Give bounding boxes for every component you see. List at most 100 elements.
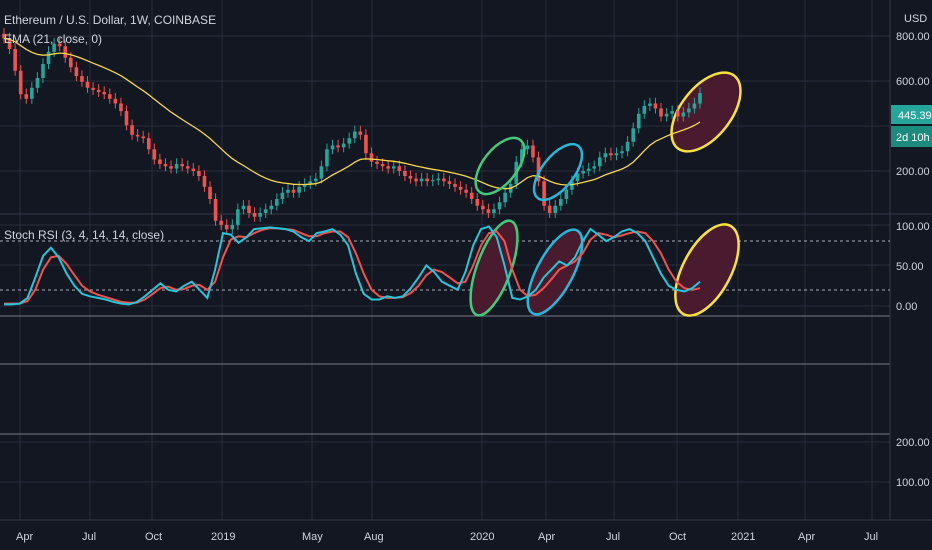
candle-body xyxy=(425,178,429,182)
time-label: Jul xyxy=(864,531,878,543)
candle-body xyxy=(636,113,641,129)
candle-body xyxy=(107,94,112,99)
candle-body xyxy=(520,149,524,162)
candle-body xyxy=(174,163,179,169)
candle-body xyxy=(570,181,574,190)
candle-body xyxy=(30,87,34,99)
candle-body xyxy=(57,43,62,47)
candle-body xyxy=(74,67,79,77)
candle-body xyxy=(681,112,686,117)
time-label: May xyxy=(302,531,323,543)
candle-body xyxy=(364,134,368,154)
ema-legend[interactable]: EMA (21, close, 0) xyxy=(4,32,102,46)
candle-body xyxy=(375,161,379,164)
lower-tick-label: 200.00 xyxy=(896,437,930,449)
candle-body xyxy=(275,199,279,206)
last-price-tag[interactable]: 445.39 2d 10h xyxy=(891,105,932,147)
candle-body xyxy=(80,76,84,82)
blue-ellipse-stoch[interactable] xyxy=(517,222,593,322)
candle-body xyxy=(614,153,619,156)
yellow-ellipse-price[interactable] xyxy=(658,60,754,163)
candle-body xyxy=(24,94,29,99)
stoch-k-line[interactable] xyxy=(4,225,701,306)
candle-body xyxy=(687,108,691,113)
candle-body xyxy=(469,192,474,200)
candle-body xyxy=(358,131,363,135)
candle-body xyxy=(575,173,580,182)
candle-body xyxy=(391,166,396,169)
candle-body xyxy=(620,151,624,154)
candle-body xyxy=(41,64,45,78)
candle-body xyxy=(659,108,663,117)
stoch-legend[interactable]: Stoch RSI (3, 4, 14, 14, close) xyxy=(4,228,164,242)
time-axis[interactable]: Apr Jul Oct 2019 May Aug 2020 Apr Jul Oc… xyxy=(16,531,878,543)
candle-body xyxy=(603,153,608,158)
candle-body xyxy=(13,49,17,71)
yellow-ellipse-stoch[interactable] xyxy=(662,215,751,326)
candle-body xyxy=(230,224,235,230)
candle-body xyxy=(464,189,468,193)
candle-body xyxy=(408,175,413,179)
candle-body xyxy=(352,131,357,139)
candle-body xyxy=(2,33,6,39)
candle-body xyxy=(180,163,184,167)
candle-body xyxy=(442,178,446,182)
candle-body xyxy=(291,189,296,193)
candle-body xyxy=(547,205,552,213)
candle-body xyxy=(542,181,546,206)
candle-body xyxy=(597,157,602,167)
time-label: Apr xyxy=(798,531,815,543)
stoch-d-line[interactable] xyxy=(4,227,701,305)
candle-body xyxy=(191,168,196,171)
candle-body xyxy=(642,105,647,114)
ema-line[interactable] xyxy=(3,37,701,190)
candle-body xyxy=(481,205,485,210)
last-price-value: 445.39 xyxy=(898,110,932,122)
candle-body xyxy=(96,89,101,93)
candle-body xyxy=(564,189,569,200)
lower-tick-label: 100.00 xyxy=(896,477,930,489)
time-label: Apr xyxy=(16,531,33,543)
candle-body xyxy=(559,199,563,206)
candle-body xyxy=(436,178,441,181)
candle-body xyxy=(63,46,68,58)
candle-body xyxy=(208,186,212,200)
candle-body xyxy=(258,212,262,217)
candle-body xyxy=(197,171,201,176)
candle-body xyxy=(286,189,290,193)
blue-ellipse-price[interactable] xyxy=(525,136,591,208)
candle-body xyxy=(113,98,118,104)
candle-body xyxy=(664,113,669,117)
symbol-legend[interactable]: Ethereum / U.S. Dollar, 1W, COINBASE xyxy=(4,13,216,27)
candle-body xyxy=(341,143,346,148)
candle-body xyxy=(247,205,251,213)
candle-body xyxy=(241,205,246,210)
price-tick-label: 600.00 xyxy=(896,76,930,88)
candle-body xyxy=(213,199,218,221)
candle-body xyxy=(447,181,452,185)
candle-body xyxy=(419,178,424,182)
candle-body xyxy=(525,145,530,150)
time-label: Aug xyxy=(364,531,384,543)
candle-body xyxy=(158,159,162,164)
candle-body xyxy=(85,81,90,88)
annotations[interactable] xyxy=(461,60,754,325)
candle-body xyxy=(369,153,374,162)
stoch-tick-label: 0.00 xyxy=(896,301,917,313)
green-ellipse-price[interactable] xyxy=(466,130,533,203)
candle-body xyxy=(347,138,352,144)
candle-body xyxy=(531,145,535,158)
candle-body xyxy=(503,192,507,203)
candle-body xyxy=(135,134,140,137)
candle-body xyxy=(7,38,12,50)
candle-body xyxy=(314,178,318,182)
candle-body xyxy=(185,166,190,169)
currency-label: USD xyxy=(904,13,927,25)
stoch-tick-label: 50.00 xyxy=(896,261,924,273)
candle-body xyxy=(414,178,418,182)
candle-body xyxy=(69,57,73,68)
stoch-tick-label: 100.00 xyxy=(896,221,930,233)
candle-body xyxy=(91,87,95,90)
